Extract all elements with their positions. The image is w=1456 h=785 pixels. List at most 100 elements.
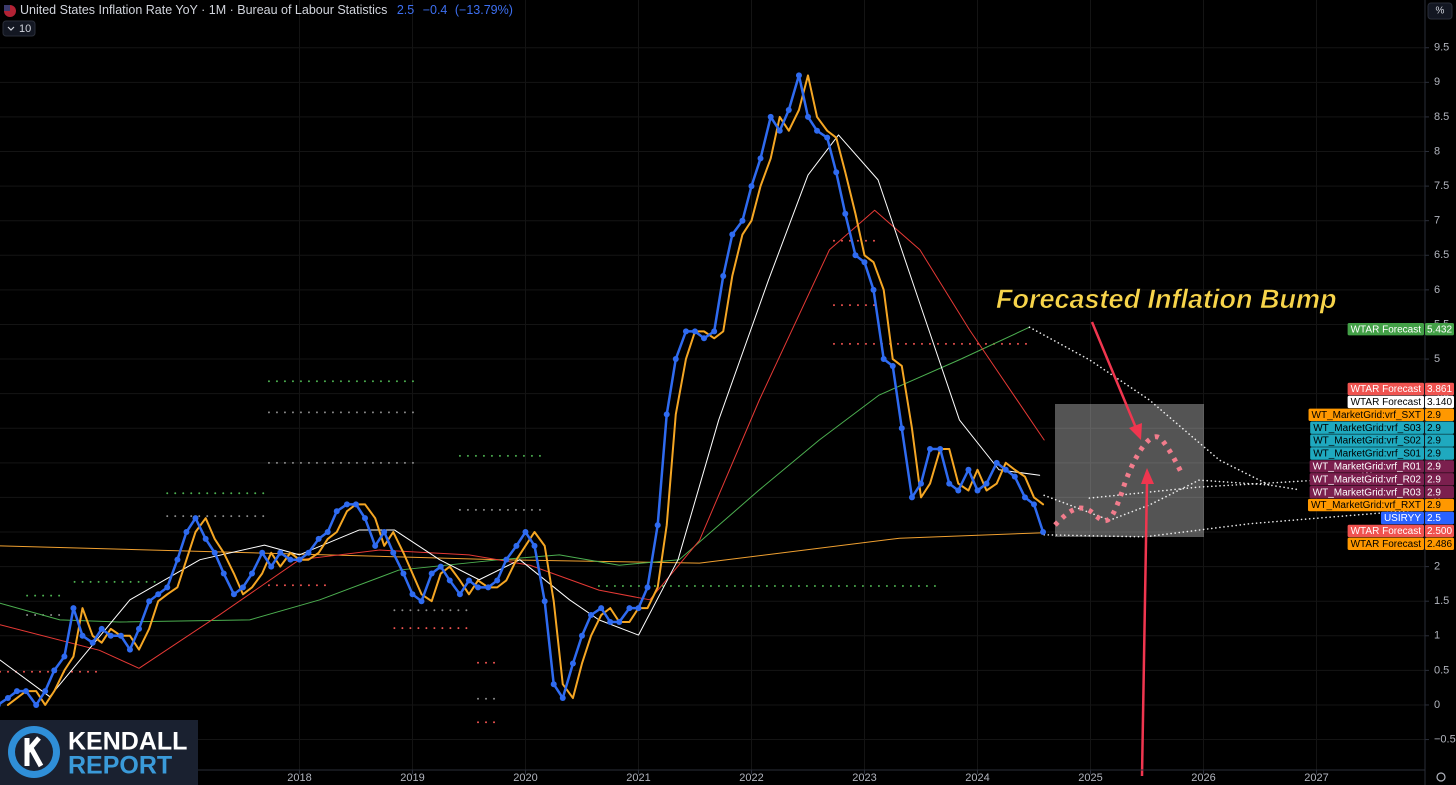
price-label-value: 2.9 [1427, 410, 1441, 421]
data-point [51, 667, 58, 674]
data-point [993, 459, 1000, 466]
forecast-zone [1055, 404, 1204, 537]
data-point [588, 612, 595, 619]
price-label-value: 2.9 [1427, 500, 1441, 511]
data-point [739, 217, 746, 224]
data-point [0, 702, 1, 707]
y-tick-label: 6.5 [1434, 249, 1449, 261]
data-point [729, 231, 736, 238]
data-point [937, 445, 944, 452]
data-point [842, 210, 849, 217]
data-point [824, 134, 831, 141]
price-label-value-bg [1425, 486, 1454, 499]
x-tick-label: 2023 [852, 772, 876, 784]
data-point [917, 480, 924, 487]
price-label-value-bg [1425, 434, 1454, 447]
forecast-line [1028, 326, 1301, 491]
data-point [927, 445, 934, 452]
levels [0, 239, 1031, 724]
data-point [372, 542, 379, 549]
data-point [268, 563, 275, 570]
price-label-name-bg [1307, 498, 1424, 512]
price-label-value-bg [1425, 408, 1454, 421]
data-point [277, 549, 284, 556]
data-point [315, 535, 322, 542]
data-point [146, 598, 153, 605]
price-label-name: WT_MarketGrid:vrf_SXT [1312, 410, 1421, 421]
logo-line2: REPORT [68, 752, 172, 780]
price-label-name: WTAR Forecast [1351, 397, 1422, 408]
price-label-name: WT_MarketGrid:vrf_S01 [1313, 449, 1421, 460]
data-point [305, 549, 312, 556]
price-label-name: WTAR Forecast [1351, 384, 1422, 395]
data-point [428, 570, 435, 577]
x-tick-label: 2018 [287, 772, 311, 784]
forecast-line [1043, 509, 1421, 538]
x-tick-label: 2026 [1191, 772, 1215, 784]
settings-icon[interactable] [1436, 772, 1446, 782]
grid [0, 0, 1425, 770]
price-label-name-bg [1347, 382, 1424, 396]
price-label-name-bg [1347, 322, 1424, 336]
price-label-value: 2.9 [1427, 436, 1441, 447]
flag-icon [4, 5, 10, 11]
series-line [0, 134, 1041, 698]
data-point [409, 591, 416, 598]
last-value: 2.5 [397, 3, 414, 17]
data-point [192, 515, 199, 522]
price-label-value: 2.500 [1427, 526, 1452, 537]
series-line [6, 74, 1045, 706]
data-point [456, 591, 463, 598]
arrow [1090, 321, 1138, 429]
y-tick-label: 7 [1434, 215, 1440, 227]
data-point [946, 480, 953, 487]
data-point [324, 529, 331, 536]
data-point [446, 577, 453, 584]
header-line: United States Inflation Rate YoY · 1M · … [20, 3, 513, 17]
data-point [955, 487, 962, 494]
data-point [42, 688, 49, 695]
annotation-overlay: Forecasted Inflation Bump [996, 284, 1337, 777]
data-point [559, 695, 566, 702]
x-tick-label: 2019 [400, 772, 424, 784]
price-label-name: WTAR Forecast [1351, 526, 1422, 537]
title: United States Inflation Rate YoY · 1M · … [20, 3, 387, 17]
price-label-name: USIRYY [1384, 513, 1421, 524]
x-tick-label: 2021 [626, 772, 650, 784]
unit-button[interactable] [1427, 2, 1453, 20]
data-point [852, 252, 859, 259]
data-point [1021, 494, 1028, 501]
data-point [98, 625, 105, 632]
data-point [485, 584, 492, 591]
price-label-name-bg [1310, 447, 1424, 460]
data-point [164, 584, 171, 591]
data-point [296, 556, 303, 563]
price-label-name-bg [1380, 511, 1424, 525]
data-point [814, 127, 821, 134]
data-point [513, 542, 520, 549]
data-point [898, 425, 905, 432]
data-point [682, 328, 689, 335]
change: −0.4 [423, 3, 448, 17]
y-tick-label: 6 [1434, 284, 1440, 296]
data-point [531, 542, 538, 549]
data-point [776, 127, 783, 134]
data-point [503, 556, 510, 563]
price-label-value-bg [1425, 524, 1454, 538]
data-point [79, 632, 86, 639]
data-point [494, 577, 501, 584]
data-point [230, 591, 237, 598]
price-label-value: 2.486 [1427, 539, 1452, 550]
data-point [804, 113, 811, 120]
data-point [654, 522, 661, 529]
logo-mark [24, 736, 44, 768]
price-label-name-bg [1310, 434, 1424, 447]
data-point [1031, 501, 1038, 508]
data-point [701, 335, 708, 342]
x-tick-label: 2020 [513, 772, 537, 784]
data-point [974, 487, 981, 494]
price-label-name-bg [1347, 537, 1424, 550]
interval-badge[interactable] [2, 20, 36, 37]
data-point [757, 155, 764, 162]
